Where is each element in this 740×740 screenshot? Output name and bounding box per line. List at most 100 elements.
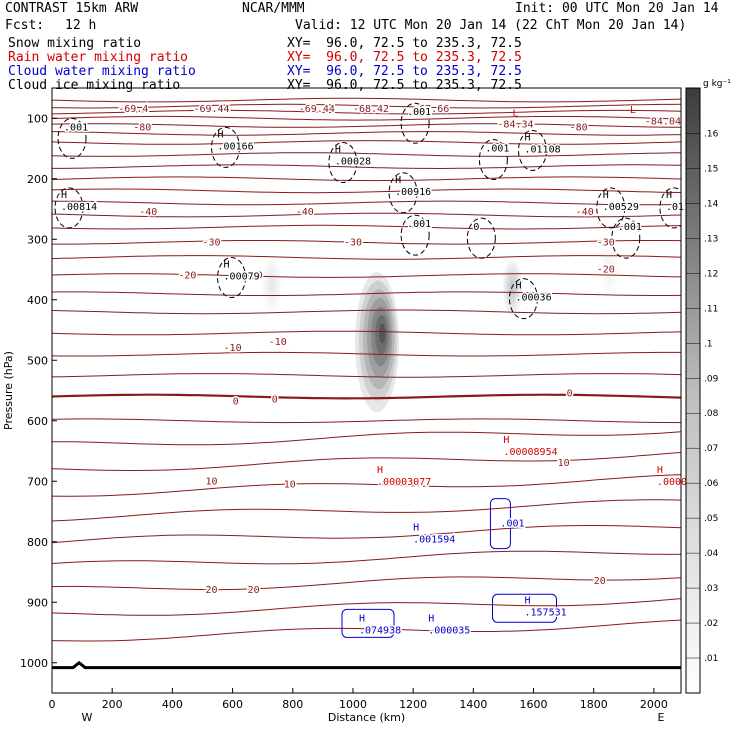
temperature-label: -10 [269,337,287,348]
isotherm-line [52,499,681,522]
plot-frame [51,87,682,694]
isotherm-line [52,123,681,128]
snow-ice-contour [217,257,247,298]
isotherm-line [52,240,681,245]
snow-ice-label-value: .00916 [395,187,431,198]
x-tick-label: 0 [49,698,56,711]
colorbar-tick-label: .07 [704,444,718,454]
terrain-surface [52,660,681,670]
isotherm-line [52,309,681,315]
cloud-water-label-marker: H [525,595,531,606]
snow-ice-contour [211,126,241,168]
snow-ice-contours [54,102,681,320]
temperature-label: -69.44 [193,104,229,115]
temperature-label: -69.4 [118,104,148,115]
rain-label-marker: L [512,108,518,119]
x-end-label-east: E [658,711,665,724]
cloud-water-label-value: .157531 [525,607,567,618]
snow-ice-label-marker: H [335,145,341,156]
isotherm-line [52,330,681,336]
cloud-water-label-marker: H [413,523,419,534]
snow-ice-contour [466,217,496,259]
colorbar-tick-label: .01 [704,654,718,664]
isotherm-line [52,598,681,616]
snow-ice-label-marker: H [515,281,521,292]
isotherm-line [52,418,681,424]
temperature-label: -10 [224,343,242,354]
isotherm-line [52,176,681,182]
temperature-label: 10 [284,479,296,490]
x-axis-title: Distance (km) [328,711,405,724]
legend-cloud-ice-label: Cloud ice mixing ratio [8,78,181,93]
colorbar-tick-label: .14 [704,199,719,209]
isotherm-line [52,224,681,230]
snow-ice-label-value: .001 [618,222,642,233]
isotherm-line [52,103,681,109]
colorbar-tick-label: .02 [704,619,718,629]
temperature-label: 0 [567,389,573,400]
snow-ice-contour [659,187,681,229]
snow-ice-label-value: .001 [485,144,509,155]
cloud-water-contour [492,593,558,623]
isotherm-line [52,164,681,170]
temperature-label: -84.04 [645,116,681,127]
snow-ice-label-value: .00166 [218,141,254,152]
legend-cloud-ice-xy: XY= 96.0, 72.5 to 235.3, 72.5 [287,78,522,93]
y-tick-label: 300 [27,233,48,246]
isotherm-line [52,452,681,471]
snow-ice-label-marker: H [61,190,67,201]
temperature-label: -40 [576,207,594,218]
temperature-label: -80 [133,122,151,133]
cloud-water-contours [341,498,558,638]
x-tick-label: 400 [162,698,183,711]
x-tick-label: 2000 [640,698,668,711]
isotherm-line [52,431,681,446]
colorbar-tick-label: .05 [704,514,718,524]
init-time: Init: 00 UTC Mon 20 Jan 14 [515,1,719,16]
legend-rain-xy: XY= 96.0, 72.5 to 235.3, 72.5 [287,50,522,65]
snow-ice-contour [400,214,430,256]
cloud-water-contour [341,608,395,638]
snow-ice-contour [478,139,508,181]
snow-ice-label-value: 0 [473,222,479,233]
cloud-water-label-value: .074938 [359,625,401,636]
snow-ice-label-value: .01108 [525,144,561,155]
isotherm-line [52,351,681,357]
org-label: NCAR/MMM [242,1,305,16]
contour-labels: -69.4 -69.44 -69.44 -68.42 -67.66 -80 -80 -84.3… [60,103,692,638]
rain-label-value: .00003077 [377,477,431,488]
colorbar-tick-label: .03 [704,584,718,594]
snow-ice-label-value: .011 [666,202,690,213]
x-tick-label: 600 [222,698,243,711]
y-tick-label: 100 [27,112,48,125]
y-tick-label: 800 [27,536,48,549]
x-tick-label: 1600 [520,698,548,711]
snow-ice-contour [508,278,538,320]
legend-cloud-water-xy: XY= 96.0, 72.5 to 235.3, 72.5 [287,64,522,79]
snow-ice-contour [518,129,548,171]
forecast-label: Fcst: [5,18,45,33]
colorbar-fill [685,87,701,694]
model-title: CONTRAST 15km ARW [5,1,139,16]
snow-ice-label-value: .00036 [515,293,551,304]
isotherm-line [52,152,681,157]
isotherm-line [52,97,681,103]
x-tick-label: 200 [102,698,123,711]
x-tick-label: 1400 [459,698,487,711]
legend-rain-label: Rain water mixing ratio [8,50,189,65]
temperature-label: -20 [597,265,615,276]
temperature-label: -84.34 [497,119,533,130]
cloud-water-label-marker: H [428,613,434,624]
colorbar: .01 .02 .03 .04 .05 .06 .07 .08 .09 .1 .11 .12 .13 .1… [685,79,731,694]
legend-cloud-water-label: Cloud water mixing ratio [8,64,196,79]
temperature-label: 20 [594,576,606,587]
isotherm-line [52,291,681,296]
isotherm-line [52,255,681,260]
temperature-label: -20 [178,271,196,282]
snow-shade [607,265,611,274]
temperature-label: -69.44 [299,104,335,115]
temperature-label: -67.66 [413,104,449,115]
temperature-label: -80 [570,122,588,133]
temperature-label: -20 [245,271,263,282]
